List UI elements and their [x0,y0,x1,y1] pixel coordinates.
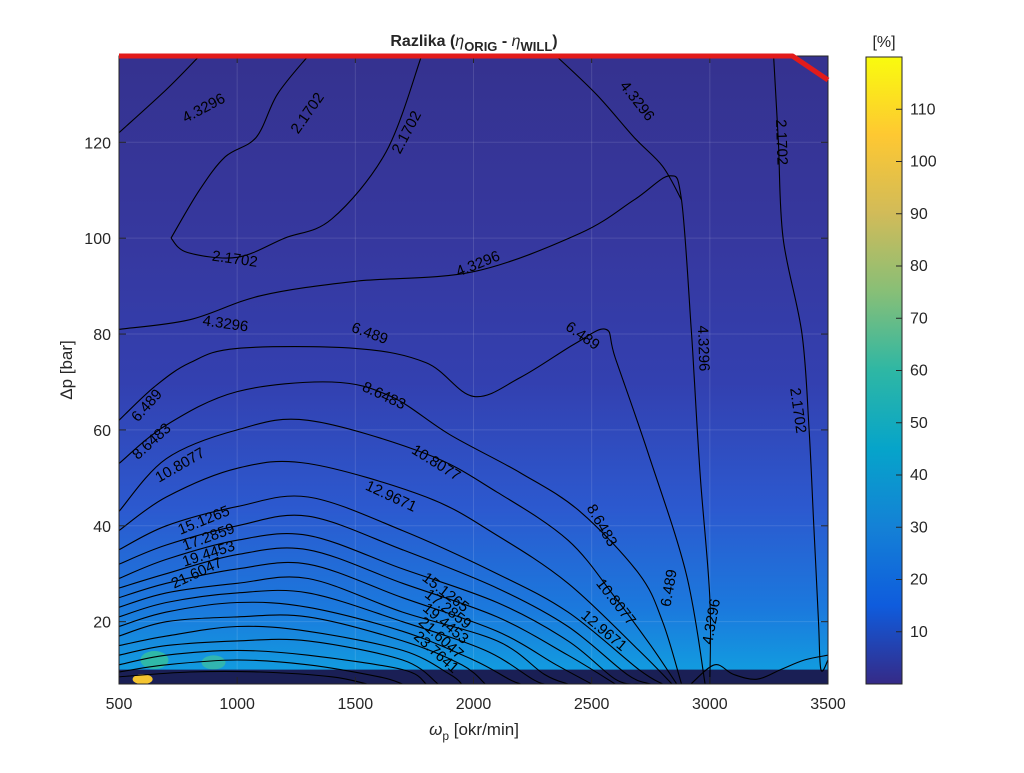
y-tick-label: 120 [84,135,111,152]
x-axis-label: ωp [okr/min] [429,720,519,743]
y-tick-label: 100 [84,231,111,248]
contour-line [690,654,828,684]
constraint-line [119,53,830,83]
colorbar: [%] 10 20 30 40 50 60 70 80 90 100 110 [865,34,937,685]
contour-line [119,638,439,684]
colorbar-label: [%] [872,34,895,51]
x-tick-label: 1500 [338,696,374,713]
contour-line [119,328,706,684]
x-tick-label: 2500 [574,696,610,713]
colorbar-tick-label: 90 [910,206,928,223]
hotspot-yellow [132,674,153,684]
contour-line [119,649,427,684]
contour-line [119,495,663,684]
contour-line [773,56,828,672]
colorbar-tick-label: 70 [910,310,928,327]
y-axis-label: Δp [bar] [57,340,76,400]
contour-lines [119,56,828,684]
contour-line [119,625,463,684]
x-tick-label: 2000 [456,696,492,713]
contour-line [119,418,678,684]
contour-line [119,460,673,684]
contour-label: 2.1702 [786,387,809,435]
colorbar-tick-label: 40 [910,467,928,484]
x-tick-label: 3000 [692,696,728,713]
contour-line [119,547,616,684]
contour-line [555,56,682,201]
contour-line [119,561,592,684]
x-tick-label: 1000 [219,696,255,713]
contour-line [119,533,640,684]
colorbar-tick-label: 30 [910,519,928,536]
contour-label: 2.1702 [211,248,259,271]
contour-line [119,576,569,684]
contour-line [170,56,423,259]
colorbar-tick-label: 20 [910,572,928,589]
contour-line [170,56,309,239]
contour-line [119,589,545,684]
y-tick-label: 80 [93,327,111,344]
contour-label: 4.3296 [202,312,250,335]
constraint-polyline [119,53,830,83]
contour-label: 6.489 [658,568,681,608]
y-tick-label: 60 [93,423,111,440]
contour-line [119,381,683,684]
y-axis-ticks: 20 40 60 80 100 120 [84,135,828,632]
contour-line [119,670,368,684]
colorbar-ticks: 10 20 30 40 50 60 70 80 90 100 110 [896,101,937,641]
contour-line [119,56,200,134]
contour-line [119,175,712,684]
colorbar-tick-label: 80 [910,258,928,275]
x-axis-ticks: 500 1000 1500 2000 2500 3000 3500 [106,56,846,713]
chart-title: Razlika (ηORIG - ηWILL) [390,33,557,54]
contour-line [119,659,403,684]
contour-label: 2.1702 [772,119,791,165]
contour-line [119,514,652,684]
x-tick-label: 3500 [810,696,846,713]
contour-label: 4.3296 [694,325,713,371]
colorbar-tick-label: 10 [910,624,928,641]
plot-background [119,56,828,684]
colorbar-tick-label: 110 [910,101,936,118]
colorbar-tick-label: 50 [910,415,928,432]
colorbar-tick-label: 60 [910,363,928,380]
contour-line [119,614,486,684]
x-tick-label: 500 [106,696,133,713]
contour-line [119,601,522,684]
y-tick-label: 40 [93,519,111,536]
y-tick-label: 20 [93,615,111,632]
hotspot-teal [201,655,226,670]
colorbar-tick-label: 100 [910,154,937,171]
